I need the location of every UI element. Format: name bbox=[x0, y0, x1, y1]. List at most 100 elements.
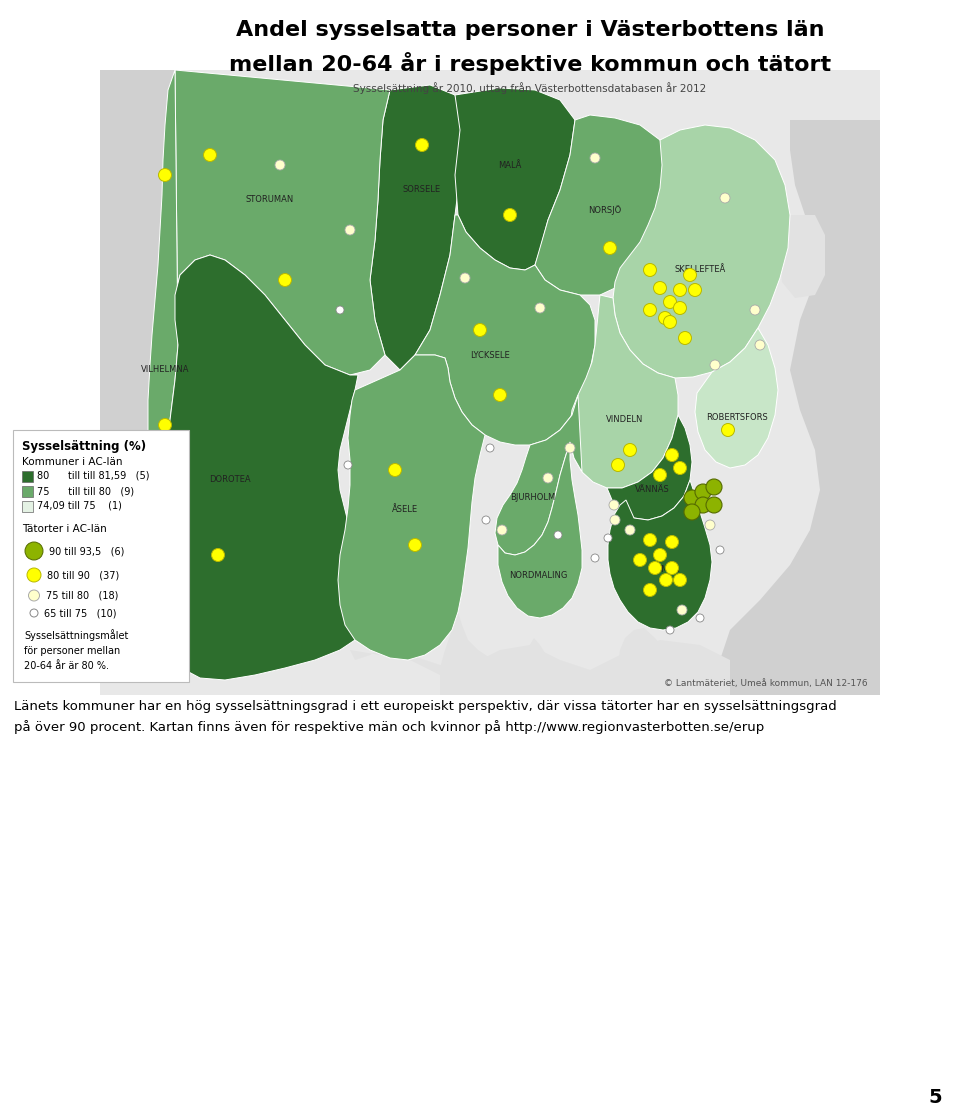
Circle shape bbox=[486, 444, 494, 452]
Circle shape bbox=[665, 561, 679, 575]
Circle shape bbox=[27, 568, 41, 582]
Circle shape bbox=[706, 497, 722, 513]
Circle shape bbox=[654, 469, 666, 482]
Circle shape bbox=[706, 478, 722, 495]
Text: STORUMAN: STORUMAN bbox=[246, 196, 294, 204]
Text: 74,09 till 75    (1): 74,09 till 75 (1) bbox=[37, 501, 122, 511]
Circle shape bbox=[625, 525, 635, 535]
Text: på över 90 procent. Kartan finns även för respektive män och kvinnor på http://w: på över 90 procent. Kartan finns även fö… bbox=[14, 720, 764, 734]
Text: 80      till till 81,59   (5): 80 till till 81,59 (5) bbox=[37, 471, 150, 481]
Circle shape bbox=[30, 609, 38, 617]
Circle shape bbox=[634, 554, 646, 567]
Text: 75      till till 80   (9): 75 till till 80 (9) bbox=[37, 486, 134, 496]
Circle shape bbox=[654, 282, 666, 295]
Polygon shape bbox=[695, 328, 778, 469]
Circle shape bbox=[695, 503, 705, 513]
Polygon shape bbox=[613, 125, 790, 378]
Text: LYCKSELE: LYCKSELE bbox=[470, 350, 510, 359]
Circle shape bbox=[643, 583, 657, 597]
Circle shape bbox=[665, 536, 679, 548]
Circle shape bbox=[610, 515, 620, 525]
Text: © Lantmäteriet, Umeå kommun, LAN 12-176: © Lantmäteriet, Umeå kommun, LAN 12-176 bbox=[664, 678, 868, 688]
Circle shape bbox=[684, 504, 700, 520]
Circle shape bbox=[591, 554, 599, 562]
Circle shape bbox=[660, 573, 673, 587]
Circle shape bbox=[493, 389, 507, 401]
Circle shape bbox=[345, 225, 355, 235]
Circle shape bbox=[684, 269, 697, 282]
Polygon shape bbox=[720, 120, 880, 695]
Circle shape bbox=[677, 606, 687, 615]
Text: NORDMALING: NORDMALING bbox=[509, 570, 567, 579]
Circle shape bbox=[482, 516, 490, 524]
Circle shape bbox=[674, 284, 686, 296]
Circle shape bbox=[158, 419, 172, 431]
Circle shape bbox=[590, 152, 600, 164]
Circle shape bbox=[554, 532, 562, 539]
Circle shape bbox=[688, 284, 702, 296]
Circle shape bbox=[720, 193, 730, 203]
Text: NORSJÖ: NORSJÖ bbox=[588, 206, 622, 215]
Circle shape bbox=[695, 484, 711, 499]
Circle shape bbox=[535, 303, 545, 313]
Circle shape bbox=[211, 548, 225, 561]
Circle shape bbox=[695, 497, 711, 513]
FancyBboxPatch shape bbox=[13, 430, 189, 682]
Text: ROBERTSFORS: ROBERTSFORS bbox=[707, 413, 768, 422]
Text: Andel sysselsatta personer i Västerbottens län: Andel sysselsatta personer i Västerbotte… bbox=[236, 20, 825, 40]
Polygon shape bbox=[370, 85, 465, 370]
Polygon shape bbox=[498, 442, 582, 618]
Text: 65 till 75   (10): 65 till 75 (10) bbox=[44, 608, 116, 618]
Circle shape bbox=[204, 148, 217, 161]
Polygon shape bbox=[148, 70, 178, 635]
Text: 75 till 80   (18): 75 till 80 (18) bbox=[45, 590, 118, 600]
Circle shape bbox=[710, 360, 720, 370]
Circle shape bbox=[29, 590, 39, 601]
Text: Sysselsättning år 2010, uttag från Västerbottensdatabasen år 2012: Sysselsättning år 2010, uttag från Väste… bbox=[353, 82, 707, 94]
Circle shape bbox=[543, 473, 553, 483]
Circle shape bbox=[460, 273, 470, 283]
Circle shape bbox=[623, 443, 636, 456]
Text: MALÅ: MALÅ bbox=[498, 160, 521, 169]
Circle shape bbox=[666, 627, 674, 634]
Polygon shape bbox=[455, 88, 575, 270]
Circle shape bbox=[604, 242, 616, 254]
Text: DOROTEA: DOROTEA bbox=[209, 475, 251, 484]
Text: VILHELMNA: VILHELMNA bbox=[141, 366, 189, 375]
Circle shape bbox=[336, 306, 344, 314]
Text: VINDELN: VINDELN bbox=[607, 415, 644, 424]
Circle shape bbox=[722, 423, 734, 436]
Bar bbox=[22, 471, 33, 482]
Circle shape bbox=[750, 305, 760, 315]
FancyBboxPatch shape bbox=[100, 70, 880, 695]
Circle shape bbox=[612, 459, 625, 472]
Circle shape bbox=[659, 312, 671, 325]
Circle shape bbox=[665, 449, 679, 462]
Circle shape bbox=[755, 340, 765, 350]
Polygon shape bbox=[350, 640, 730, 695]
Polygon shape bbox=[415, 215, 595, 445]
Text: Tätorter i AC-län: Tätorter i AC-län bbox=[22, 524, 107, 534]
Circle shape bbox=[674, 573, 686, 587]
Text: BJURHOLM: BJURHOLM bbox=[511, 494, 556, 503]
Circle shape bbox=[679, 332, 691, 345]
Circle shape bbox=[643, 263, 657, 276]
Text: VÄNNÄS: VÄNNÄS bbox=[635, 485, 669, 495]
Circle shape bbox=[416, 138, 428, 151]
Text: Länets kommuner har en hög sysselsättningsgrad i ett europeiskt perspektiv, där : Länets kommuner har en hög sysselsättnin… bbox=[14, 699, 837, 713]
Polygon shape bbox=[608, 480, 712, 630]
Polygon shape bbox=[607, 415, 692, 520]
Circle shape bbox=[604, 534, 612, 541]
Circle shape bbox=[497, 525, 507, 535]
Circle shape bbox=[696, 614, 704, 622]
Text: ÅSELE: ÅSELE bbox=[392, 505, 418, 515]
Text: Kommuner i AC-län: Kommuner i AC-län bbox=[22, 457, 123, 467]
Circle shape bbox=[663, 316, 677, 328]
Circle shape bbox=[565, 443, 575, 453]
Circle shape bbox=[649, 561, 661, 575]
Circle shape bbox=[705, 520, 715, 530]
Text: SORSELE: SORSELE bbox=[403, 186, 441, 194]
Text: SKELLEFTEÅ: SKELLEFTEÅ bbox=[674, 265, 726, 274]
Circle shape bbox=[716, 546, 724, 554]
Circle shape bbox=[654, 548, 666, 561]
